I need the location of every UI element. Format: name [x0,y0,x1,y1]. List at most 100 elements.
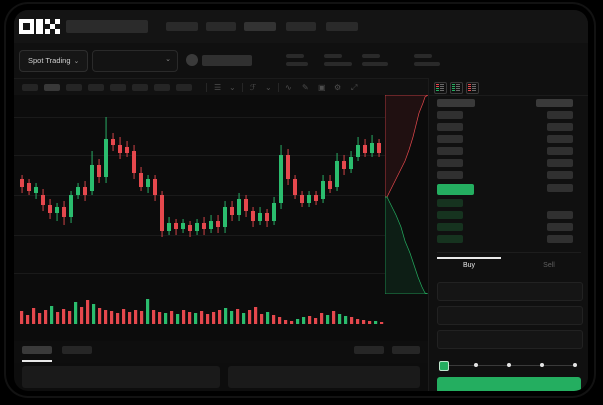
market-depth-chart [384,94,430,295]
orderbook-ask-amount [547,111,573,119]
stat-24h-high-value [362,62,388,66]
trading-pair-select[interactable]: ⌄ [92,50,178,72]
order-amount-field[interactable] [437,306,583,325]
timeframe-3[interactable] [66,84,82,91]
tab-buy[interactable]: Buy [462,262,476,269]
toolbar-divider-1 [206,83,207,92]
price-chart[interactable] [14,95,428,294]
orderbook-ask-amount [547,171,573,179]
orderbook-bid-amount [547,235,573,243]
orderbook-bid-amount [547,223,573,231]
slider-step-25[interactable] [474,363,478,367]
coin-avatar [186,54,198,66]
camera-icon[interactable]: ▣ [318,83,326,92]
orderbook-ask-row[interactable] [437,171,463,179]
orderbook-divider [437,252,581,253]
chart-type-chevron-icon[interactable]: ⌄ [229,83,236,92]
stat-24h-high-label [362,54,380,58]
active-tab-underline [22,360,52,362]
tab-order-history[interactable] [62,346,92,354]
nav-item-4[interactable] [286,22,316,31]
bottom-tab-bar [14,341,428,363]
slider-step-100[interactable] [573,363,577,367]
market-type-label: Spot Trading [28,56,71,65]
chevron-down-icon: ⌄ [165,56,171,63]
stat-24h-volume-value [414,62,440,66]
nav-item-1[interactable] [166,22,198,31]
slider-step-50[interactable] [507,363,511,367]
timeframe-8[interactable] [176,84,192,91]
orderbook-ask-row[interactable] [437,159,463,167]
gridline [14,155,428,156]
stat-24h-change-value [324,62,352,66]
top-navigation-bar [14,10,588,43]
orderbook-panel: Buy Sell [428,78,588,391]
stat-24h-change-label [324,54,342,58]
orderbook-ask-row[interactable] [437,111,463,119]
volume-series [20,299,384,324]
gridline [14,273,428,274]
okx-logo-icon[interactable] [19,19,60,34]
slider-step-75[interactable] [540,363,544,367]
orderbook-view-asks-icon[interactable] [466,82,479,94]
bottom-panel-left[interactable] [22,366,220,388]
tab-open-orders[interactable] [22,346,52,354]
ticker-bar: Spot Trading ⌄ ⌄ [14,43,588,78]
order-total-field[interactable] [437,330,583,349]
active-order-tab-underline [437,257,501,259]
toolbar-divider-3 [278,83,279,92]
market-type-dropdown[interactable]: Spot Trading ⌄ [19,50,89,72]
bottom-action-2[interactable] [392,346,420,354]
indicators-chevron-icon[interactable]: ⌄ [265,83,272,92]
draw-pencil-icon[interactable]: ✎ [302,83,309,92]
global-search-input[interactable] [66,20,148,33]
orderbook-bid-row[interactable] [437,223,463,231]
order-price-field[interactable] [437,282,583,301]
fullscreen-icon[interactable]: ⤢ [351,83,358,92]
nav-item-2[interactable] [206,22,236,31]
orderbook-ask-amount [547,159,573,167]
depth-area-series [384,94,430,295]
gridline [14,117,428,118]
orderbook-view-toggles [429,78,588,96]
slider-handle[interactable] [439,361,449,371]
nav-item-5[interactable] [326,22,358,31]
stat-24h-volume-label [414,54,432,58]
orderbook-last-amount [547,184,573,192]
timeframe-5[interactable] [110,84,126,91]
amount-slider[interactable] [439,361,580,371]
orderbook-bid-amount [547,211,573,219]
indicators-icon[interactable]: ℱ [250,83,257,92]
bottom-action-1[interactable] [354,346,384,354]
orderbook-ask-row[interactable] [437,135,463,143]
timeframe-2[interactable] [44,84,60,91]
timeframe-4[interactable] [88,84,104,91]
line-tool-icon[interactable]: ∿ [285,83,292,92]
timeframe-7[interactable] [154,84,170,91]
timeframe-6[interactable] [132,84,148,91]
orderbook-view-both-icon[interactable] [434,82,447,94]
orderbook-ask-row[interactable] [437,123,463,131]
nav-item-3[interactable] [244,22,276,31]
tab-sell[interactable]: Sell [543,262,555,269]
timeframe-1[interactable] [22,84,38,91]
orderbook-bid-row[interactable] [437,199,463,207]
bottom-panel-right[interactable] [228,366,420,388]
gridline [14,195,428,196]
pair-name-placeholder [202,55,252,66]
submit-buy-button[interactable] [437,377,581,391]
chevron-down-icon: ⌄ [73,58,80,65]
gridline [14,235,428,236]
orderbook-last-price [437,184,474,195]
order-form-tabs: Buy Sell [429,256,588,278]
orderbook-view-bids-icon[interactable] [450,82,463,94]
orderbook-ask-row[interactable] [437,147,463,155]
orderbook-bid-row[interactable] [437,211,463,219]
chart-type-icon[interactable]: ☰ [214,83,222,92]
settings-gear-icon[interactable]: ⚙ [334,83,342,92]
orderbook-ask-amount [547,123,573,131]
app-screen: Spot Trading ⌄ ⌄ ☰ ⌄ ℱ ⌄ ∿ ✎ ▣ ⚙ [14,10,588,391]
orderbook-bid-row[interactable] [437,235,463,243]
stat-last-price-label [286,54,304,58]
stat-last-price-value [286,62,308,66]
